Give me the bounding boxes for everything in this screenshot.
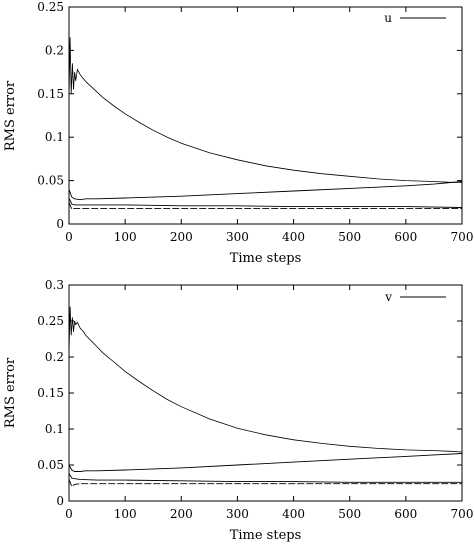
y-tick-label: 0.2 bbox=[45, 43, 64, 57]
series-line-3 bbox=[68, 197, 463, 208]
y-tick-label: 0.2 bbox=[45, 350, 64, 364]
legend-label: v bbox=[384, 290, 392, 304]
y-tick-label: 0.1 bbox=[45, 422, 64, 436]
chart-v: 0 100 200 300 400 500 600 700 0 0.05 0.1 0.15 0.2 0.2… bbox=[3, 278, 473, 543]
x-tick-label: 600 bbox=[394, 507, 417, 521]
series-line-3 bbox=[68, 473, 462, 483]
x-tick-label: 500 bbox=[338, 230, 361, 244]
x-tick-label: 0 bbox=[65, 230, 73, 244]
chart-u: 0 100 200 300 400 500 600 700 0 0.05 0.1 0.15 0.2 0.2… bbox=[3, 0, 473, 266]
series-line-4 bbox=[68, 479, 462, 488]
series-line-2 bbox=[68, 453, 463, 472]
y-tick-label: 0 bbox=[56, 494, 64, 508]
y-tick-label: 0.15 bbox=[37, 386, 64, 400]
series-line-2 bbox=[68, 181, 463, 201]
y-axis-label: RMS error bbox=[3, 80, 18, 151]
series-line-1 bbox=[68, 37, 462, 183]
x-tick-label: 0 bbox=[65, 507, 73, 521]
x-tick-label: 200 bbox=[170, 507, 193, 521]
series-line-4 bbox=[68, 202, 462, 210]
legend-label: u bbox=[384, 11, 392, 25]
x-tick-label: 700 bbox=[451, 507, 474, 521]
x-tick-label: 700 bbox=[451, 230, 474, 244]
x-tick-label: 400 bbox=[282, 230, 305, 244]
plot-frame bbox=[68, 284, 463, 502]
x-tick-label: 300 bbox=[226, 230, 249, 244]
y-axis-label: RMS error bbox=[3, 357, 18, 428]
x-tick-label: 100 bbox=[114, 507, 137, 521]
x-tick-label: 100 bbox=[114, 230, 137, 244]
x-tick-label: 300 bbox=[226, 507, 249, 521]
x-tick-label: 600 bbox=[394, 230, 417, 244]
y-tick-label: 0 bbox=[56, 217, 64, 231]
y-tick-label: 0.15 bbox=[37, 87, 64, 101]
x-axis-label: Time steps bbox=[230, 528, 302, 543]
x-tick-label: 500 bbox=[338, 507, 361, 521]
y-tick-label: 0.05 bbox=[37, 458, 64, 472]
plot-frame bbox=[68, 6, 463, 225]
x-axis-label: Time steps bbox=[230, 251, 302, 266]
x-tick-label: 200 bbox=[170, 230, 193, 244]
y-tick-label: 0.25 bbox=[37, 0, 64, 14]
series-line-1 bbox=[68, 306, 463, 453]
y-tick-label: 0.1 bbox=[45, 130, 64, 144]
y-tick-label: 0.3 bbox=[45, 278, 64, 292]
x-tick-label: 400 bbox=[282, 507, 305, 521]
y-tick-label: 0.25 bbox=[37, 314, 64, 328]
y-tick-label: 0.05 bbox=[37, 174, 64, 188]
